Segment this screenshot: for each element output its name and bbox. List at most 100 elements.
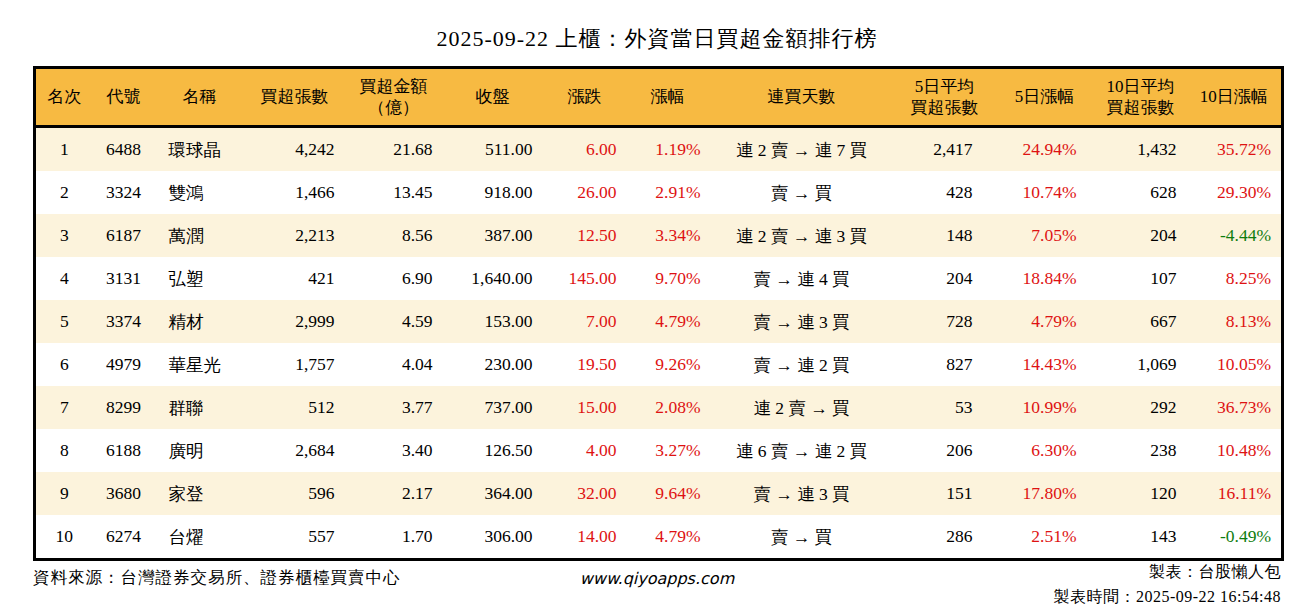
cell: 2.51% xyxy=(995,515,1095,560)
cell: 6.00 xyxy=(543,127,627,172)
cell: 428 xyxy=(895,171,995,214)
cell: 10.99% xyxy=(995,386,1095,429)
table-row: 86188廣明2,6843.40126.504.003.27%連 6 賣 → 連… xyxy=(35,429,1283,472)
cell: 4.59 xyxy=(345,300,443,343)
cell: 1,466 xyxy=(245,171,345,214)
cell: -0.49% xyxy=(1187,515,1283,560)
table-row: 93680家登5962.17364.0032.009.64%賣 → 連 3 買1… xyxy=(35,472,1283,515)
cell: 26.00 xyxy=(543,171,627,214)
cell: 596 xyxy=(245,472,345,515)
table-row: 23324雙鴻1,46613.45918.0026.002.91%賣 → 買42… xyxy=(35,171,1283,214)
cell: 2,213 xyxy=(245,214,345,257)
column-header-12: 10日平均 買超張數 xyxy=(1095,68,1187,127)
cell: 8299 xyxy=(93,386,155,429)
cell: 53 xyxy=(895,386,995,429)
cell: 賣 → 買 xyxy=(709,515,895,560)
cell: 賣 → 買 xyxy=(709,171,895,214)
cell: 2.91% xyxy=(627,171,709,214)
cell: 1,432 xyxy=(1095,127,1187,172)
cell: 3374 xyxy=(93,300,155,343)
table-row: 43131弘塑4216.901,640.00145.009.70%賣 → 連 4… xyxy=(35,257,1283,300)
cell: 13.45 xyxy=(345,171,443,214)
column-header-13: 10日漲幅 xyxy=(1187,68,1283,127)
column-header-4: 買超張數 xyxy=(245,68,345,127)
cell: 35.72% xyxy=(1187,127,1283,172)
cell: 151 xyxy=(895,472,995,515)
cell: 10 xyxy=(35,515,93,560)
cell: 512 xyxy=(245,386,345,429)
column-header-10: 5日平均 買超張數 xyxy=(895,68,995,127)
cell: -4.44% xyxy=(1187,214,1283,257)
cell: 2,684 xyxy=(245,429,345,472)
cell: 15.00 xyxy=(543,386,627,429)
cell: 雙鴻 xyxy=(155,171,245,214)
column-header-2: 代號 xyxy=(93,68,155,127)
cell: 387.00 xyxy=(443,214,543,257)
cell: 12.50 xyxy=(543,214,627,257)
cell: 弘塑 xyxy=(155,257,245,300)
cell: 5 xyxy=(35,300,93,343)
cell: 4979 xyxy=(93,343,155,386)
cell: 32.00 xyxy=(543,472,627,515)
column-header-1: 名次 xyxy=(35,68,93,127)
cell: 21.68 xyxy=(345,127,443,172)
cell: 918.00 xyxy=(443,171,543,214)
cell: 萬潤 xyxy=(155,214,245,257)
cell: 511.00 xyxy=(443,127,543,172)
cell: 8.56 xyxy=(345,214,443,257)
cell: 3.77 xyxy=(345,386,443,429)
cell: 18.84% xyxy=(995,257,1095,300)
cell: 143 xyxy=(1095,515,1187,560)
cell: 292 xyxy=(1095,386,1187,429)
cell: 6187 xyxy=(93,214,155,257)
cell: 3680 xyxy=(93,472,155,515)
cell: 6488 xyxy=(93,127,155,172)
cell: 9.64% xyxy=(627,472,709,515)
cell: 華星光 xyxy=(155,343,245,386)
cell: 4.79% xyxy=(995,300,1095,343)
table-row: 16488環球晶4,24221.68511.006.001.19%連 2 賣 →… xyxy=(35,127,1283,172)
cell: 8.25% xyxy=(1187,257,1283,300)
column-header-3: 名稱 xyxy=(155,68,245,127)
ranking-table: 名次代號名稱買超張數買超金額 （億）收盤漲跌漲幅連買天數5日平均 買超張數5日漲… xyxy=(33,66,1284,561)
cell: 精材 xyxy=(155,300,245,343)
cell: 3.27% xyxy=(627,429,709,472)
cell: 1,640.00 xyxy=(443,257,543,300)
table-row: 78299群聯5123.77737.0015.002.08%連 2 賣 → 買5… xyxy=(35,386,1283,429)
cell: 1,757 xyxy=(245,343,345,386)
table-row: 106274台燿5571.70306.0014.004.79%賣 → 買2862… xyxy=(35,515,1283,560)
column-header-7: 漲跌 xyxy=(543,68,627,127)
cell: 賣 → 連 4 買 xyxy=(709,257,895,300)
table-maker: 製表：台股懶人包 xyxy=(1053,560,1281,585)
cell: 連 2 賣 → 買 xyxy=(709,386,895,429)
cell: 238 xyxy=(1095,429,1187,472)
cell: 10.48% xyxy=(1187,429,1283,472)
table-timestamp: 製表時間：2025-09-22 16:54:48 xyxy=(1053,585,1281,610)
cell: 286 xyxy=(895,515,995,560)
cell: 421 xyxy=(245,257,345,300)
cell: 148 xyxy=(895,214,995,257)
cell: 3.34% xyxy=(627,214,709,257)
column-header-5: 買超金額 （億） xyxy=(345,68,443,127)
column-header-9: 連買天數 xyxy=(709,68,895,127)
cell: 14.43% xyxy=(995,343,1095,386)
cell: 8 xyxy=(35,429,93,472)
cell: 6.90 xyxy=(345,257,443,300)
cell: 728 xyxy=(895,300,995,343)
ranking-table-wrap: 名次代號名稱買超張數買超金額 （億）收盤漲跌漲幅連買天數5日平均 買超張數5日漲… xyxy=(33,66,1281,561)
cell: 29.30% xyxy=(1187,171,1283,214)
cell: 家登 xyxy=(155,472,245,515)
cell: 24.94% xyxy=(995,127,1095,172)
cell: 3324 xyxy=(93,171,155,214)
column-header-8: 漲幅 xyxy=(627,68,709,127)
cell: 1 xyxy=(35,127,93,172)
table-header: 名次代號名稱買超張數買超金額 （億）收盤漲跌漲幅連買天數5日平均 買超張數5日漲… xyxy=(35,68,1283,127)
cell: 1,069 xyxy=(1095,343,1187,386)
column-header-11: 5日漲幅 xyxy=(995,68,1095,127)
cell: 9 xyxy=(35,472,93,515)
cell: 2,417 xyxy=(895,127,995,172)
cell: 19.50 xyxy=(543,343,627,386)
cell: 2,999 xyxy=(245,300,345,343)
cell: 賣 → 連 3 買 xyxy=(709,300,895,343)
table-row: 64979華星光1,7574.04230.0019.509.26%賣 → 連 2… xyxy=(35,343,1283,386)
